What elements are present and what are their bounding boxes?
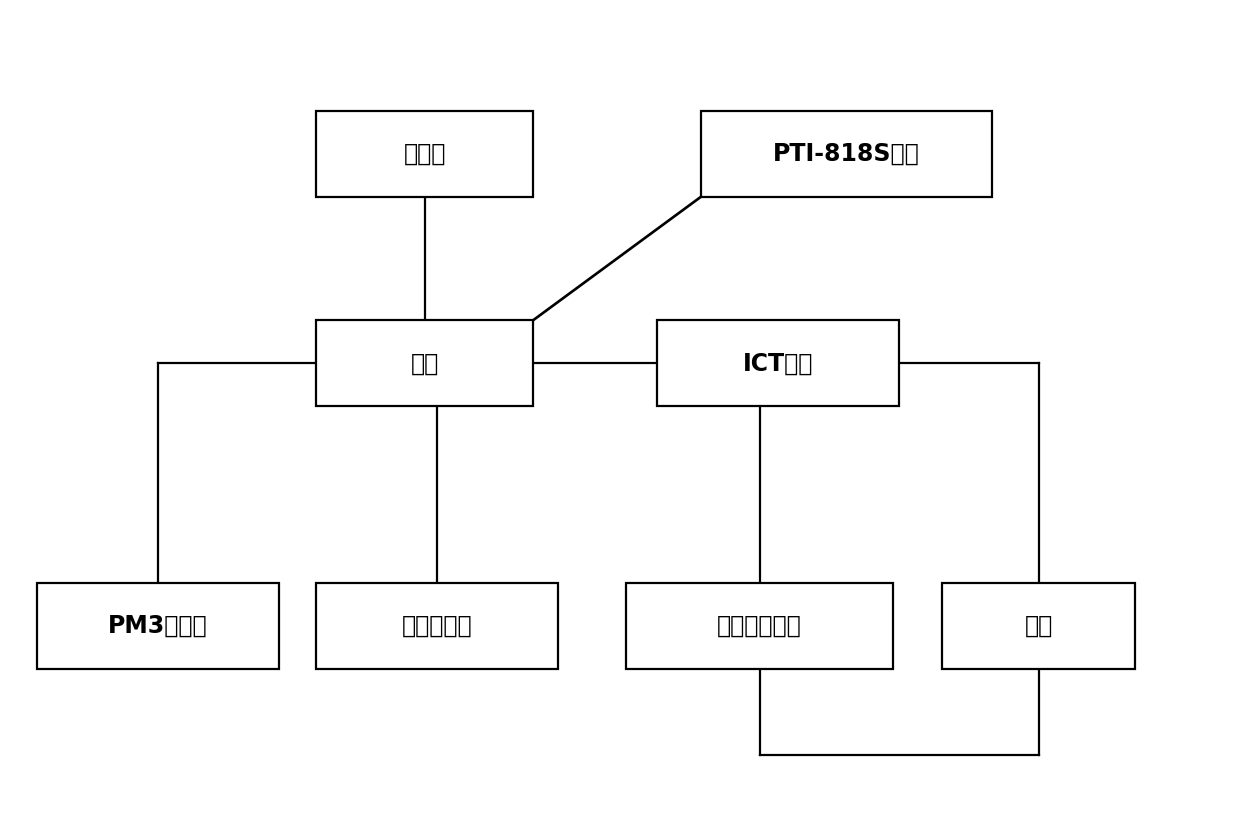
Text: ICT主控: ICT主控 (743, 351, 813, 375)
FancyBboxPatch shape (626, 583, 893, 669)
FancyBboxPatch shape (701, 111, 992, 197)
Text: 继电器切换板: 继电器切换板 (717, 614, 802, 638)
Text: 可编程电源: 可编程电源 (402, 614, 472, 638)
FancyBboxPatch shape (316, 111, 533, 197)
Text: 针床: 针床 (1024, 614, 1053, 638)
Text: PTI-818S软件: PTI-818S软件 (773, 142, 920, 166)
Text: 电脑: 电脑 (410, 351, 439, 375)
Text: 服务器: 服务器 (403, 142, 446, 166)
FancyBboxPatch shape (37, 583, 279, 669)
Text: PM3烧录器: PM3烧录器 (108, 614, 208, 638)
FancyBboxPatch shape (657, 320, 899, 406)
FancyBboxPatch shape (942, 583, 1135, 669)
FancyBboxPatch shape (316, 320, 533, 406)
FancyBboxPatch shape (316, 583, 558, 669)
